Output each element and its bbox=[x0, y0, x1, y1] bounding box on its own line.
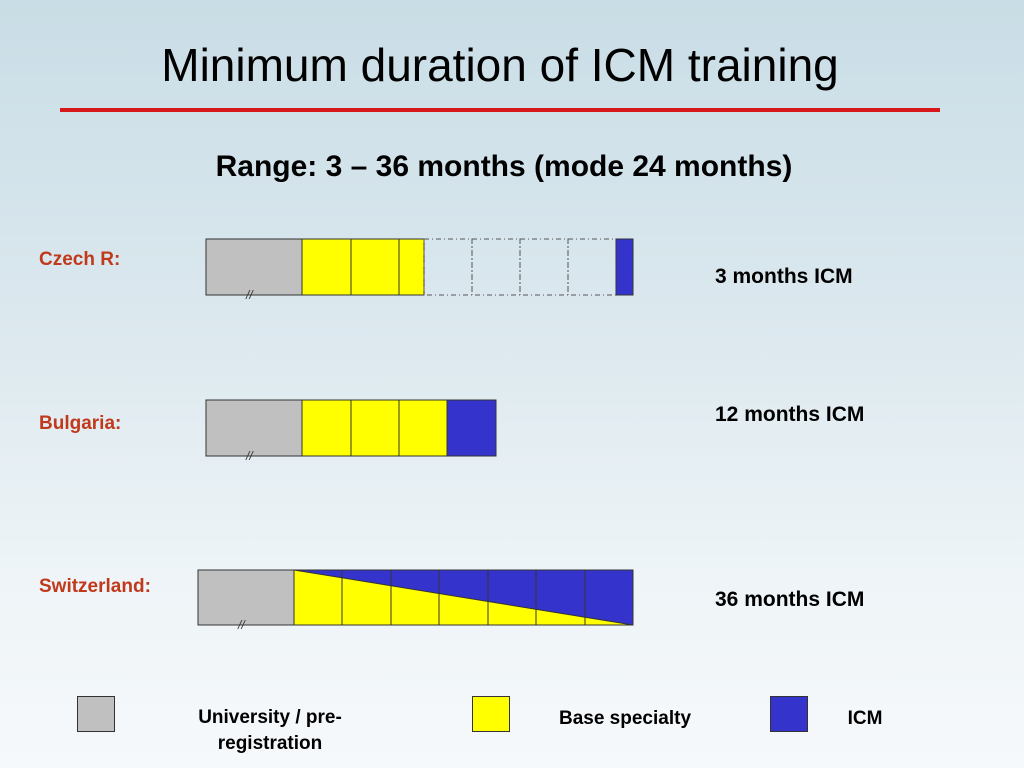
legend-swatch-base bbox=[472, 696, 510, 732]
segment-university bbox=[197, 569, 295, 626]
segment-base bbox=[301, 399, 352, 457]
segment-university bbox=[205, 399, 303, 457]
icm-duration-switzerland: 36 months ICM bbox=[715, 588, 865, 611]
bar-outline bbox=[293, 569, 634, 626]
segment-base bbox=[350, 238, 400, 296]
legend-swatch-university bbox=[77, 696, 115, 732]
segment-optional bbox=[471, 238, 521, 296]
legend-label-university: University / pre- registration bbox=[160, 705, 380, 757]
break-mark-switzerland: // bbox=[237, 618, 246, 632]
segment-optional bbox=[519, 238, 569, 296]
title-underline bbox=[60, 108, 940, 112]
bar-czech bbox=[205, 238, 634, 296]
country-label-bulgaria: Bulgaria: bbox=[39, 413, 122, 434]
legend-label-university-line2: registration bbox=[217, 733, 323, 754]
segment-icm bbox=[615, 238, 634, 296]
break-mark-czech: // bbox=[245, 288, 254, 302]
diagonal-divider bbox=[293, 569, 634, 626]
legend-label-university-line1: University / pre- bbox=[198, 707, 342, 728]
icm-duration-bulgaria: 12 months ICM bbox=[715, 403, 865, 426]
segment-university bbox=[205, 238, 303, 296]
legend-swatch-icm bbox=[770, 696, 808, 732]
legend-label-icm: ICM bbox=[847, 708, 883, 729]
bar-bulgaria bbox=[205, 399, 497, 457]
segment-base bbox=[301, 238, 352, 296]
bar-switzerland bbox=[197, 569, 634, 626]
segment-icm bbox=[446, 399, 497, 457]
slide-title: Minimum duration of ICM training bbox=[161, 39, 839, 91]
segment-base bbox=[350, 399, 400, 457]
range-subtitle: Range: 3 – 36 months (mode 24 months) bbox=[215, 150, 793, 183]
country-label-czech: Czech R: bbox=[39, 249, 121, 270]
legend-label-base: Base specialty bbox=[558, 708, 692, 729]
break-mark-bulgaria: // bbox=[245, 449, 254, 463]
segment-optional bbox=[567, 238, 617, 296]
segment-optional bbox=[423, 238, 473, 296]
segment-base bbox=[398, 399, 448, 457]
icm-duration-czech: 3 months ICM bbox=[715, 265, 853, 288]
segment-base bbox=[398, 238, 425, 296]
country-label-switzerland: Switzerland: bbox=[39, 576, 151, 597]
